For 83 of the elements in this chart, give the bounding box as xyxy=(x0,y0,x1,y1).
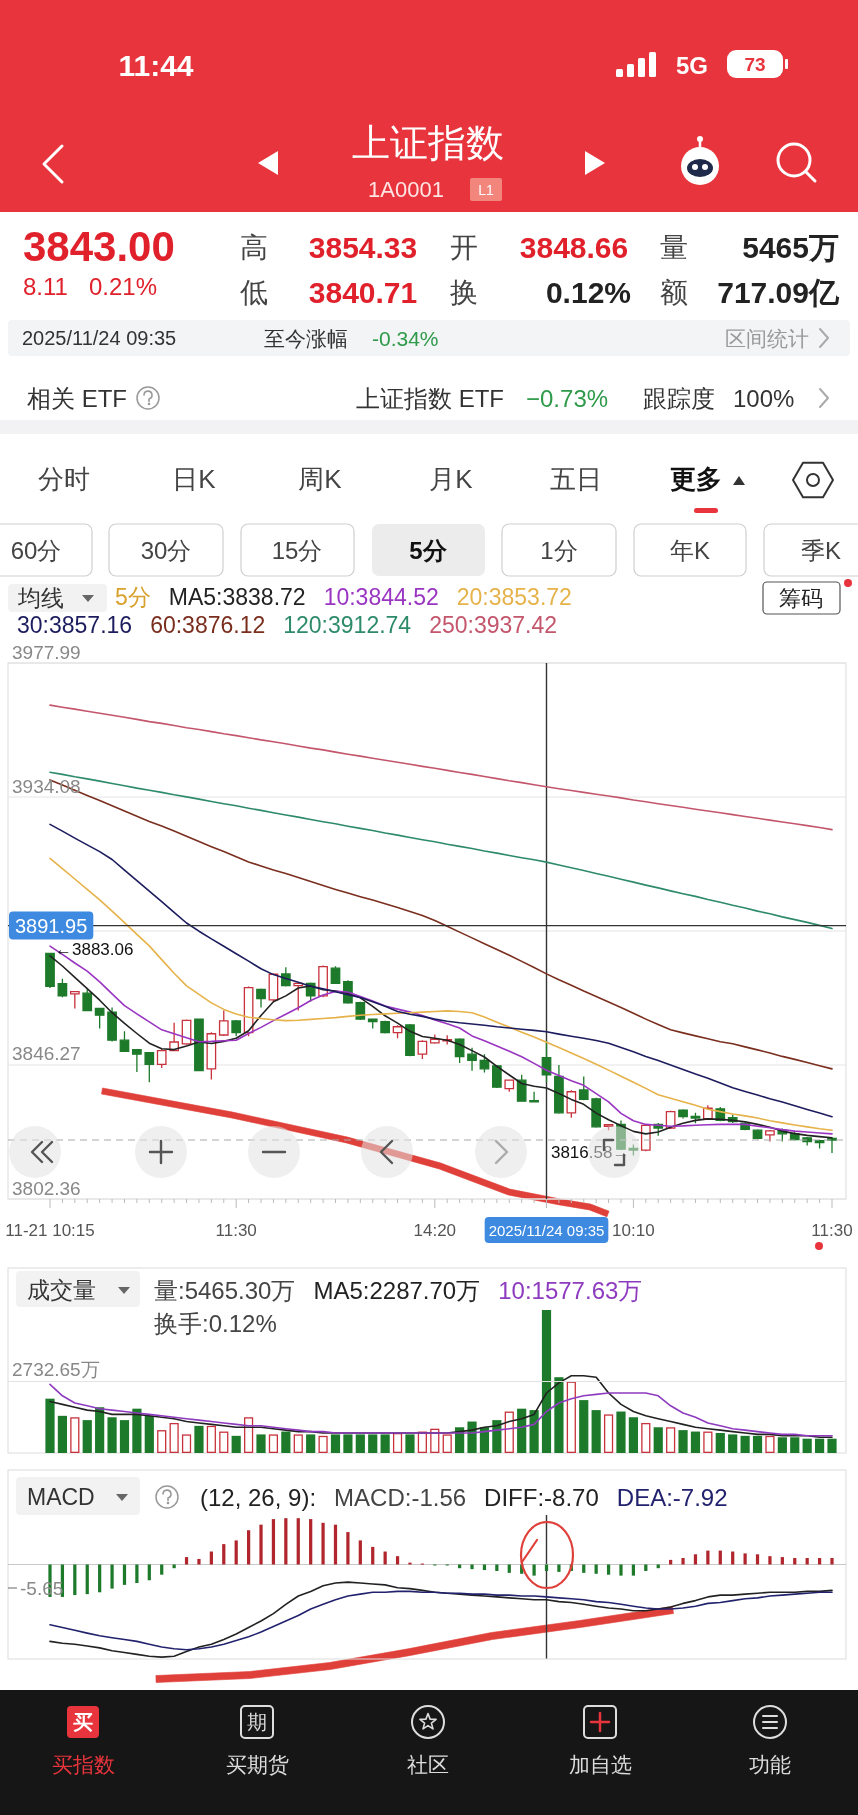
text: 60分 xyxy=(10,536,62,564)
text: 开 xyxy=(450,231,478,263)
text: 期 xyxy=(247,1711,267,1733)
text: 日K xyxy=(172,464,217,494)
y-tick-label: 3802.36 xyxy=(12,1177,81,1199)
text: 11:44 xyxy=(118,48,194,82)
text: 0.12% xyxy=(545,275,631,309)
text: 3840.71 xyxy=(308,275,418,309)
text: 73 xyxy=(744,53,766,75)
annotation: 3816.58→ xyxy=(550,1143,630,1163)
text: 社区 xyxy=(407,1752,449,1776)
text: 量 xyxy=(660,231,688,263)
text: 加自选 xyxy=(568,1752,632,1776)
text: 买期货 xyxy=(225,1752,289,1776)
annotation: ←3883.06 xyxy=(55,940,134,960)
text: 至今涨幅 xyxy=(264,326,348,350)
text: 买 xyxy=(73,1711,93,1733)
chart-title: MACD xyxy=(27,1484,95,1510)
text: 60:3876.12 xyxy=(150,612,266,638)
x-tick-label: 2025/11/24 09:35 xyxy=(488,1221,605,1239)
text: 更多 xyxy=(670,464,722,494)
text: 区间统计 xyxy=(725,326,809,350)
text: 分时 xyxy=(38,464,90,494)
text: −0.73% xyxy=(526,384,609,412)
text: 上证指数 xyxy=(352,122,504,164)
text: 5G xyxy=(675,51,709,79)
text: 20:3853.72 xyxy=(456,584,572,610)
x-tick-label: 11-21 10:15 xyxy=(5,1220,95,1240)
text: 250:3937.42 xyxy=(429,612,558,638)
text: 120:3912.74 xyxy=(283,612,412,638)
text: 30:3857.16 xyxy=(17,612,133,638)
text: 功能 xyxy=(749,1752,791,1776)
legend-title: 5分 xyxy=(115,584,151,610)
text: DIFF:-8.70 xyxy=(484,1483,599,1511)
text: MA5:2287.70万 xyxy=(313,1276,481,1304)
text: 季K xyxy=(800,536,842,564)
x-tick-label: 14:20 xyxy=(413,1220,457,1240)
text: 高 xyxy=(240,231,268,263)
text: 5465万 xyxy=(742,230,839,264)
text: 3848.66 xyxy=(519,230,629,264)
text: 2025/11/24 09:35 xyxy=(22,327,177,349)
text: 相关 ETF xyxy=(27,384,127,412)
text: 上证指数 ETF xyxy=(356,384,504,412)
text: MACD:-1.56 xyxy=(334,1483,467,1511)
text: 1A0001 xyxy=(368,176,444,202)
x-tick-label: 11:30 xyxy=(215,1220,257,1240)
ref-line-label: 3891.95 xyxy=(15,914,88,937)
text: 100% xyxy=(733,384,795,412)
text: 0.21% xyxy=(89,272,158,300)
text: 五日 xyxy=(550,464,602,494)
text: 量:5465.30万 xyxy=(154,1276,296,1304)
text: 低 xyxy=(240,276,268,308)
text: 年K xyxy=(669,536,711,564)
text: 5分 xyxy=(409,536,448,564)
text: 3843.00 xyxy=(23,222,175,270)
text: DEA:-7.92 xyxy=(616,1483,728,1511)
chart-title: 均线 xyxy=(17,585,64,611)
text: 筹码 xyxy=(779,585,823,611)
legend-title: (12, 26, 9): xyxy=(200,1483,317,1511)
text: 15分 xyxy=(271,536,323,564)
text: 额 xyxy=(660,276,688,308)
y-tick-label: 3977.99 xyxy=(12,641,81,663)
text: L1 xyxy=(478,182,494,198)
text: 1分 xyxy=(540,536,578,564)
text: 买指数 xyxy=(51,1752,115,1776)
text: 3854.33 xyxy=(308,230,418,264)
x-tick-label: 10:10 xyxy=(612,1220,655,1240)
x-tick-label: 11:30 xyxy=(811,1220,853,1240)
text: 10:1577.63万 xyxy=(498,1276,643,1304)
text: 周K xyxy=(298,464,343,494)
text: 10:3844.52 xyxy=(323,584,439,610)
text: 717.09亿 xyxy=(717,275,840,309)
y-tick-label: 3846.27 xyxy=(12,1043,81,1065)
text: 月K xyxy=(429,464,474,494)
chart-title: 成交量 xyxy=(27,1277,96,1303)
ref-line-label: 2732.65万 xyxy=(12,1359,100,1381)
text: 8.11 xyxy=(23,272,68,300)
text: 跟踪度 xyxy=(643,384,715,412)
text: 30分 xyxy=(140,536,192,564)
text: 换 xyxy=(450,276,478,308)
chart-subtitle: 换手:0.12% xyxy=(154,1309,277,1337)
text: -0.34% xyxy=(372,326,439,350)
text: MA5:3838.72 xyxy=(168,584,306,610)
